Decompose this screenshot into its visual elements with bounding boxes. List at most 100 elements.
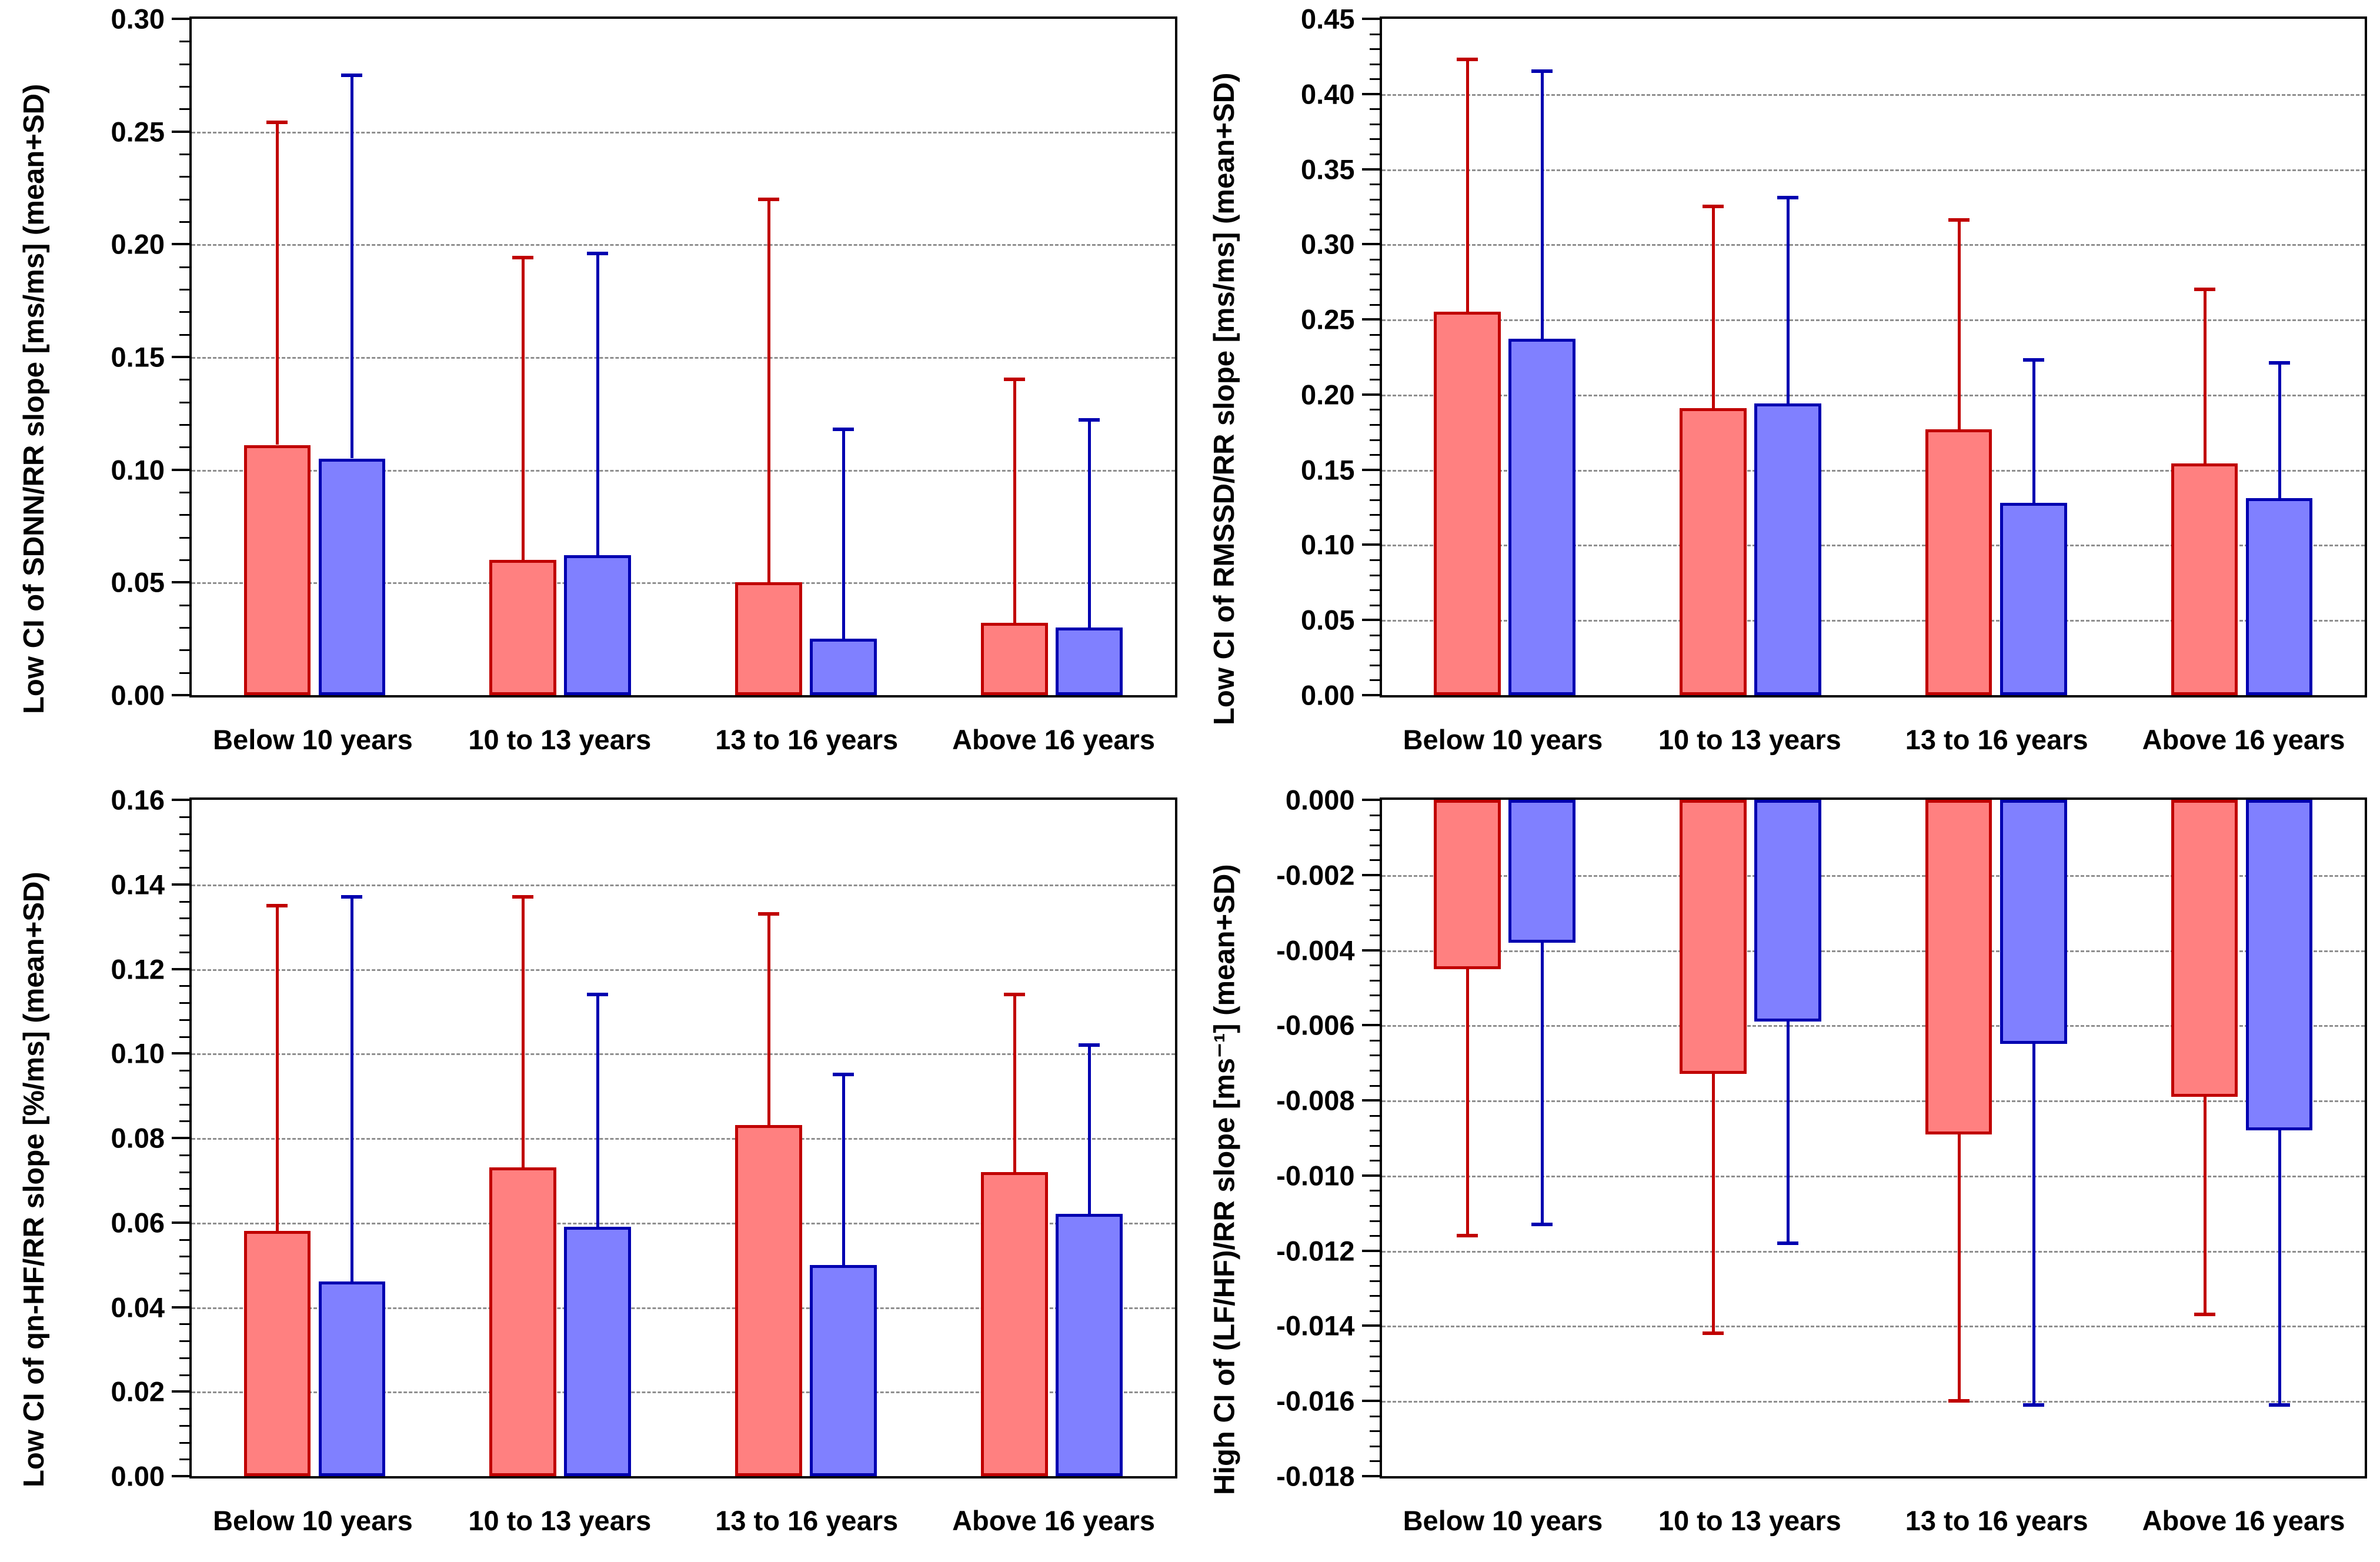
- y-minor-tick: [1369, 183, 1380, 186]
- y-minor-tick: [1369, 228, 1380, 231]
- y-minor-tick: [1369, 484, 1380, 486]
- y-major-tick: [172, 1390, 189, 1393]
- gridline: [1381, 319, 2365, 322]
- y-major-tick: [1361, 168, 1380, 171]
- y-minor-tick: [1369, 1340, 1380, 1342]
- error-bar-blue: [351, 75, 354, 459]
- y-minor-tick: [179, 379, 189, 381]
- y-tick-label: 0.00: [111, 679, 165, 711]
- bar-blue: [1508, 339, 1575, 695]
- error-bar-red: [1013, 994, 1017, 1172]
- y-minor-tick: [1369, 108, 1380, 111]
- gridline: [1381, 1326, 2365, 1328]
- y-minor-tick: [1369, 994, 1380, 997]
- gridline: [1381, 620, 2365, 622]
- y-tick-label: -0.004: [1276, 934, 1355, 966]
- error-bar-cap-blue: [341, 73, 363, 77]
- error-bar-red: [1013, 379, 1017, 623]
- y-minor-tick: [179, 1103, 189, 1106]
- y-minor-tick: [179, 934, 189, 936]
- y-minor-tick: [1369, 213, 1380, 216]
- y-minor-tick: [1369, 859, 1380, 862]
- y-major-tick: [1361, 1324, 1380, 1327]
- plot-area: -0.018 -0.016 -0.014 -0.012 -0.010 -0.008 -0.0…: [1276, 785, 2367, 1492]
- error-bar-red: [1957, 1134, 1961, 1401]
- y-tick-label: 0.00: [111, 1460, 165, 1492]
- y-major-tick: [1361, 1475, 1380, 1477]
- y-minor-tick: [1369, 1070, 1380, 1072]
- error-bar-cap-blue: [1079, 418, 1100, 422]
- error-bar-cap-blue: [341, 895, 363, 899]
- y-minor-tick: [1369, 1280, 1380, 1282]
- y-tick-label: -0.012: [1276, 1235, 1355, 1267]
- x-category-label: Below 10 years: [1403, 1504, 1603, 1536]
- y-tick-label: 0.15: [111, 341, 165, 373]
- x-category-label: 10 to 13 years: [1658, 1504, 1841, 1536]
- bar-blue: [564, 555, 632, 695]
- y-tick-label: 0.30: [1301, 228, 1355, 260]
- y-major-tick: [172, 581, 189, 584]
- y-major-tick: [172, 799, 189, 801]
- y-major-tick: [1361, 619, 1380, 622]
- gridline: [1381, 94, 2365, 96]
- y-minor-tick: [1369, 1054, 1380, 1057]
- y-minor-tick: [179, 604, 189, 606]
- y-minor-tick: [179, 1188, 189, 1190]
- y-major-tick: [172, 1137, 189, 1139]
- bar-blue: [2000, 800, 2067, 1044]
- y-minor-tick: [1369, 1205, 1380, 1207]
- bar-blue: [1056, 628, 1123, 695]
- y-minor-tick: [179, 1171, 189, 1173]
- plot-wrap: 0.00 0.05 0.10 0.15 0.20 0.25 0.30 Below 10 ye…: [65, 4, 1177, 781]
- error-bar-cap-red: [2194, 288, 2215, 291]
- error-bar-blue: [842, 429, 846, 639]
- y-minor-tick: [1369, 904, 1380, 906]
- y-minor-tick: [1369, 363, 1380, 366]
- y-tick-label: 0.40: [1301, 78, 1355, 110]
- y-minor-tick: [179, 153, 189, 155]
- error-bar-red: [2203, 289, 2207, 464]
- bar-blue: [2000, 502, 2067, 695]
- error-bar-cap-red: [1702, 1331, 1724, 1336]
- y-axis-title: Low CI of qn-HF/RR slope [%/ms] (mean+SD…: [18, 872, 50, 1488]
- y-tick-label: 0.06: [111, 1207, 165, 1239]
- panel-sdnn-rr-slope: Low CI of SDNN/RR slope [ms/ms] (mean+SD…: [0, 0, 1190, 781]
- y-minor-tick: [179, 1273, 189, 1274]
- y-minor-tick: [1369, 934, 1380, 936]
- gridline: [192, 1138, 1175, 1140]
- y-minor-tick: [1369, 1144, 1380, 1147]
- error-bar-cap-blue: [833, 1073, 854, 1077]
- x-category-label: 10 to 13 years: [468, 723, 652, 755]
- bar-blue: [810, 1264, 877, 1476]
- y-minor-tick: [179, 1289, 189, 1291]
- error-bar-blue: [1088, 420, 1091, 628]
- bar-red: [489, 1167, 557, 1476]
- y-minor-tick: [1369, 919, 1380, 922]
- y-major-tick: [1361, 1174, 1380, 1177]
- y-minor-tick: [1369, 979, 1380, 982]
- gridline: [1381, 1250, 2365, 1253]
- bar-red: [1434, 800, 1501, 969]
- y-tick-label: 0.15: [1301, 454, 1355, 486]
- y-minor-tick: [1369, 679, 1380, 682]
- x-axis-labels: Below 10 years 10 to 13 years 13 to 16 yea…: [189, 1478, 1177, 1562]
- y-tick-label: 0.10: [111, 454, 165, 486]
- y-tick-label: -0.006: [1276, 1009, 1355, 1041]
- error-bar-cap-blue: [1777, 196, 1798, 200]
- x-category-label: Above 16 years: [2142, 723, 2345, 755]
- error-bar-cap-red: [1004, 992, 1026, 996]
- y-major-tick: [172, 356, 189, 358]
- gridline: [1381, 1025, 2365, 1027]
- gridline: [192, 1222, 1175, 1224]
- error-bar-cap-red: [1004, 378, 1026, 382]
- y-minor-tick: [1369, 1370, 1380, 1373]
- y-minor-tick: [179, 627, 189, 629]
- y-minor-tick: [179, 1036, 189, 1038]
- bar-red: [243, 1231, 311, 1476]
- y-major-tick: [172, 243, 189, 246]
- error-bar-blue: [1088, 1044, 1091, 1214]
- bar-blue: [318, 458, 386, 695]
- gridline: [192, 244, 1175, 246]
- y-major-tick: [172, 1475, 189, 1477]
- y-minor-tick: [179, 985, 189, 987]
